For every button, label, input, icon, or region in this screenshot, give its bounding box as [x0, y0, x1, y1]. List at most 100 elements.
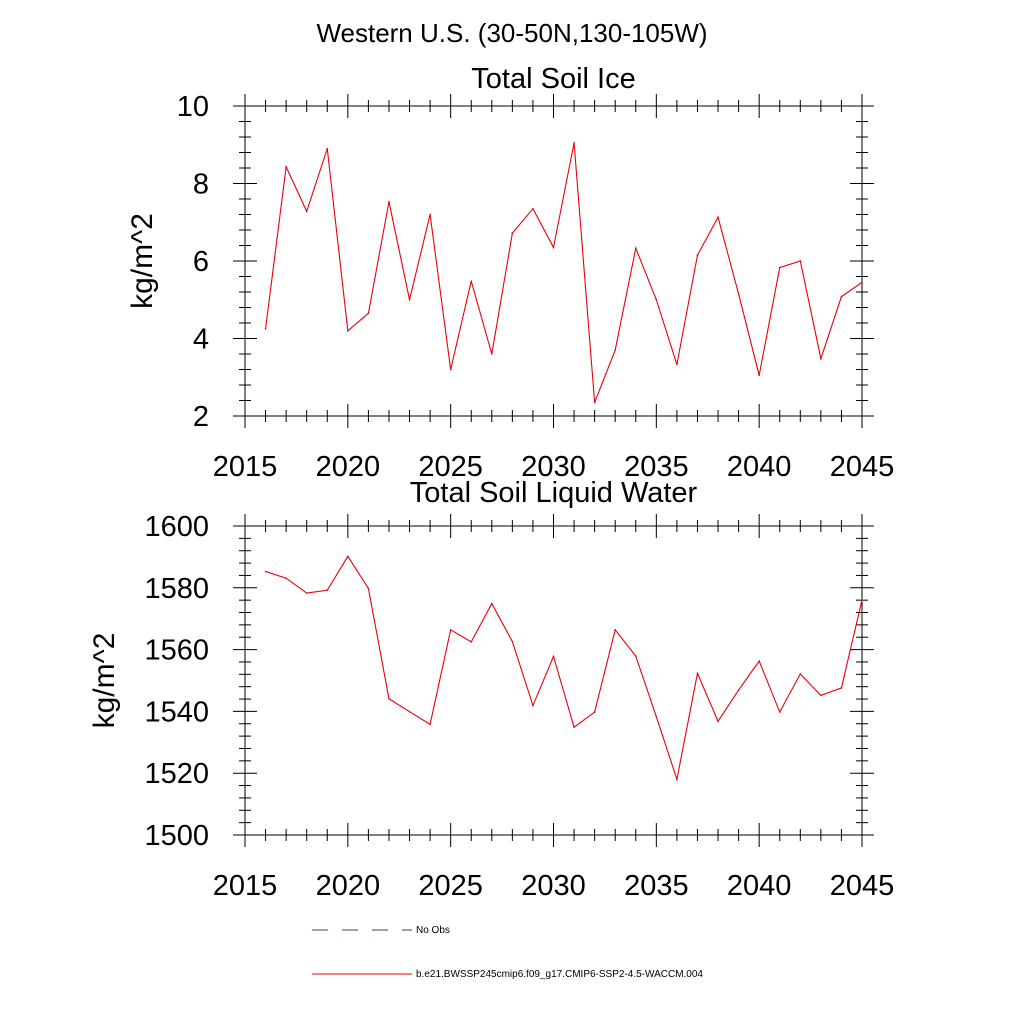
panel-2-data-point [737, 689, 740, 691]
panel-1-ytick-label: 8 [193, 169, 209, 201]
panel-2-data-point [778, 711, 781, 713]
panel-2-data-point [532, 704, 534, 707]
panel-2-ytick-label: 1520 [144, 758, 209, 790]
panel-2-data-point [634, 655, 637, 657]
panel-2-data-point [347, 555, 349, 558]
panel-1-data-point [593, 401, 596, 404]
chart-panels: Total Soil Ice kg/m^2 2015 2020 2025 2030 2035… [88, 63, 894, 902]
panel-1-ytick-label: 2 [193, 401, 209, 433]
panel-2-data-point [449, 629, 452, 631]
panel-1-data-point [347, 329, 349, 332]
panel-1-xtick-label: 2030 [521, 451, 586, 483]
panel-2-xtick-label: 2020 [316, 870, 381, 902]
panel-2-ytick-label: 1560 [144, 635, 209, 667]
panel-2-data-point [696, 672, 699, 675]
panel-1-xtick-label: 2015 [213, 451, 278, 483]
panel-1-data-point [634, 247, 637, 250]
panel-2-ytick-label: 1580 [144, 573, 209, 605]
panel-1-ytick-label: 10 [177, 91, 209, 123]
panel-1-data-point [758, 374, 760, 377]
panel-2-data-point [799, 673, 802, 675]
panel-2-data-point [676, 778, 678, 781]
panel-2-series-line-1 [265, 555, 863, 782]
panel-2-data-point [593, 711, 596, 713]
panel-2-xtick-label: 2035 [624, 870, 689, 902]
panel-1-ytick-label: 6 [193, 246, 209, 278]
legend-obs-label: No Obs [416, 925, 450, 936]
panel-1-series-line-1 [265, 142, 863, 403]
panel-2-data-point [408, 710, 411, 713]
panel-2-data-point [614, 629, 616, 631]
panel-1-data-point [305, 210, 308, 213]
panel-2-title: Total Soil Liquid Water [410, 477, 698, 509]
panel-2-xtick-label: 2015 [213, 870, 278, 902]
panel-1-ylabel: kg/m^2 [126, 213, 159, 309]
panel-2-data-point [326, 589, 329, 592]
panel-2-data-point [573, 726, 575, 728]
panel-2-xtick-label: 2030 [521, 870, 586, 902]
panel-2-ytick-label: 1540 [144, 696, 209, 728]
panel-2-data-point [305, 592, 308, 594]
panel-1-data-point [573, 142, 575, 144]
panel-2-ytick-label: 1600 [144, 511, 209, 543]
chart-legend: No Obs b.e21.BWSSP245cmip6.f09_g17.CMIP6… [312, 925, 703, 980]
panel-1-data-point [285, 166, 287, 168]
panel-2-ytick-label: 1500 [144, 820, 209, 852]
panel-1-data-point [326, 147, 329, 150]
panel-2-data-point [367, 587, 370, 590]
panel-1-data-point [696, 254, 699, 256]
panel-1-data-point [778, 266, 781, 269]
panel-1-data-point [367, 312, 370, 315]
panel-1-data-point [799, 260, 802, 262]
panel-1-data-point [737, 293, 740, 295]
panel-2-data-point [552, 655, 555, 658]
panel-1-data-point [552, 246, 555, 249]
panel-1-data-point [717, 216, 719, 219]
panel-1-xtick-label: 2020 [316, 451, 381, 483]
panel-2: Total Soil Liquid Water kg/m^2 2015 2020 202… [88, 477, 894, 902]
panel-1-data-point [511, 232, 514, 234]
panel-2-data-point [470, 641, 473, 643]
panel-1-xtick-label: 2035 [624, 451, 689, 483]
panel-1-xtick-label: 2040 [727, 451, 792, 483]
panel-1-ytick-label: 4 [193, 324, 209, 356]
panel-1-plot-frame [244, 105, 863, 417]
panel-1-data-point [491, 353, 493, 355]
panel-1-data-point [861, 281, 863, 284]
panel-2-data-point [655, 715, 658, 718]
panel-1-data-point [429, 213, 431, 216]
panel-2-xtick-label: 2040 [727, 870, 792, 902]
panel-1-title: Total Soil Ice [471, 63, 635, 95]
panel-1-data-point [449, 368, 452, 371]
panel-2-data-point [264, 570, 267, 573]
panel-2-data-point [388, 697, 390, 700]
panel-1-data-point [676, 363, 678, 366]
panel-2-data-point [429, 723, 431, 726]
panel-1-xtick-label: 2045 [830, 451, 895, 483]
panel-2-data-point [285, 577, 287, 580]
panel-2-data-point [861, 599, 863, 601]
panel-1-xtick-label: 2025 [418, 451, 483, 483]
panel-1-data-point [408, 298, 411, 301]
panel-2-data-point [758, 660, 760, 662]
panel-2-xtick-label: 2045 [830, 870, 895, 902]
panel-1-data-point [388, 200, 390, 203]
panel-2-data-point [820, 694, 822, 697]
figure-suptitle: Western U.S. (30-50N,130-105W) [316, 18, 707, 48]
panel-1-data-point [655, 298, 658, 301]
panel-1-data-point [820, 357, 822, 360]
panel-1-data-point [840, 295, 843, 298]
panel-2-xtick-label: 2025 [418, 870, 483, 902]
panel-1: Total Soil Ice kg/m^2 2015 2020 2025 2030 2035… [126, 63, 894, 483]
panel-2-data-point [491, 602, 493, 605]
panel-2-data-point [511, 640, 514, 643]
panel-2-ylabel: kg/m^2 [88, 633, 121, 729]
panel-1-data-point [614, 349, 616, 351]
legend-model-label: b.e21.BWSSP245cmip6.f09_g17.CMIP6-SSP2-4… [416, 969, 703, 980]
panel-1-data-point [264, 328, 267, 330]
panel-2-data-point [717, 720, 719, 723]
panel-2-data-point [840, 687, 843, 689]
panel-1-data-point [470, 280, 473, 282]
panel-1-data-point [532, 207, 534, 210]
